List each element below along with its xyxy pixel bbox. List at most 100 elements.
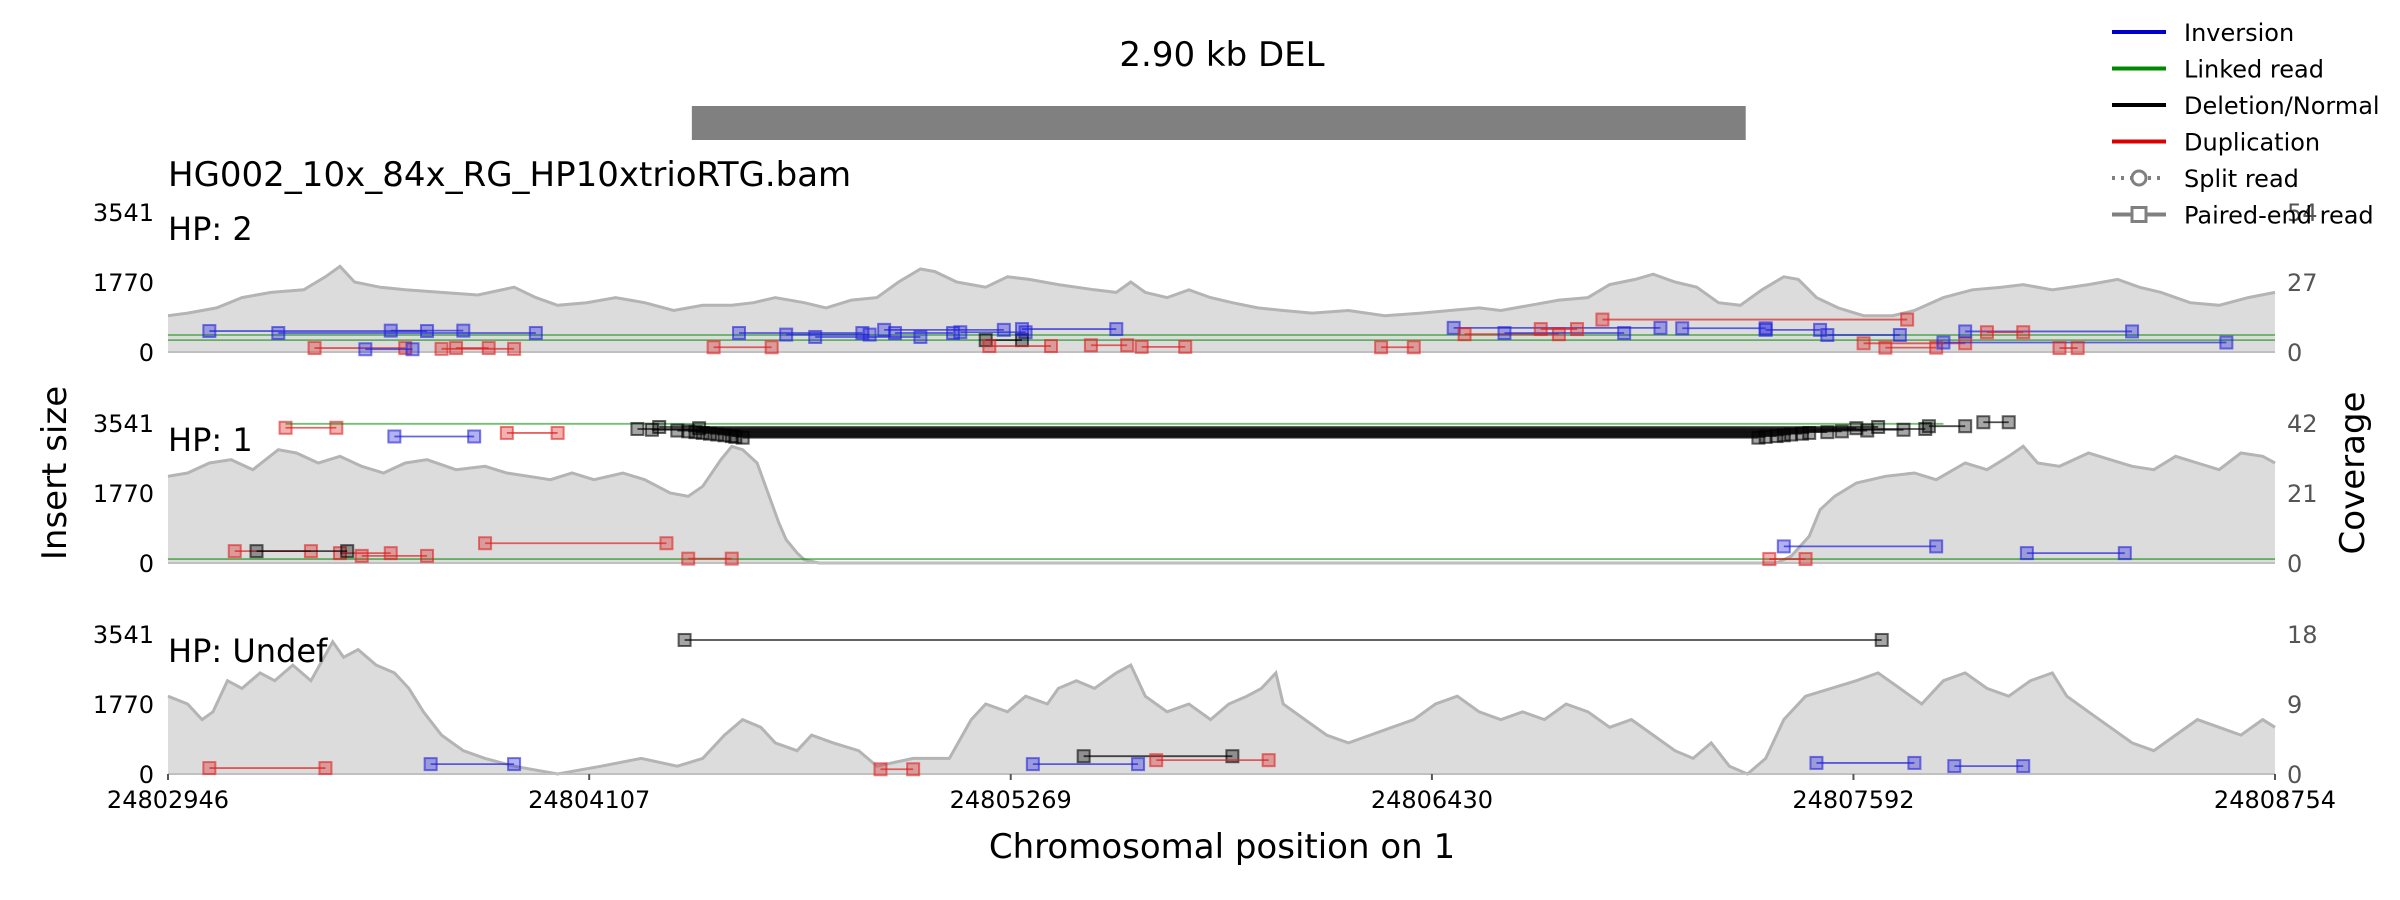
read-end-marker (677, 632, 692, 647)
duplication-read (1762, 552, 1813, 567)
coverage-tick: 0 (2287, 761, 2302, 789)
legend-label: Duplication (2184, 129, 2320, 157)
read-end-marker (271, 326, 286, 341)
read-end-marker (862, 327, 877, 342)
legend-label: Inversion (2184, 19, 2294, 47)
inversion-read (1936, 335, 2234, 350)
panel-1: HP: 1 3541 1770 0 42 21 0 (93, 410, 2318, 578)
read-end-marker (2052, 341, 2067, 356)
read-end-marker (1083, 338, 1098, 353)
read-end-marker (906, 762, 921, 777)
read-end-marker (340, 544, 355, 559)
read-end-marker (1261, 753, 1276, 768)
sv-call-track: 2.90 kb DEL (691, 35, 1746, 140)
deletion-read (735, 430, 1766, 445)
coverage-tick: 27 (2287, 269, 2318, 297)
read-end-marker (2016, 325, 2031, 340)
read-end-marker (1134, 339, 1149, 354)
inversion-read (1497, 326, 1632, 341)
deletion-read (249, 544, 355, 559)
read-end-marker (855, 326, 870, 341)
read-end-marker (278, 420, 293, 435)
duplication-read (478, 536, 674, 551)
deletion-read (1076, 749, 1240, 764)
read-end-marker (1758, 429, 1773, 444)
read-end-marker (1595, 312, 1610, 327)
duplication-read (1533, 322, 1585, 337)
coverage-tick: 0 (2287, 550, 2302, 578)
read-end-marker (1907, 755, 1922, 770)
deletion-read (1976, 415, 2016, 430)
deletion-read (1921, 419, 1973, 434)
coverage-line (167, 264, 2276, 318)
coverage-tick: 18 (2287, 621, 2318, 649)
read-end-marker (1947, 759, 1962, 774)
read-end-marker (1958, 419, 1973, 434)
inversion-read (2019, 546, 2132, 561)
read-end-marker (550, 425, 565, 440)
read-end-marker (528, 326, 543, 341)
read-end-marker (202, 761, 217, 776)
panel-2: HP: Undef 3541 1770 0 18 9 0 (93, 621, 2318, 789)
read-end-marker (1120, 338, 1135, 353)
insert-size-tick: 3541 (93, 199, 154, 227)
y-axis-label-right: Coverage (2333, 392, 2373, 555)
read-end-marker (329, 420, 344, 435)
coverage-tick: 0 (2287, 339, 2302, 367)
bam-label: HG002_10x_84x_RG_HP10xtrioRTG.bam (168, 155, 851, 195)
inversion-read (1947, 759, 2031, 774)
read-end-marker (717, 428, 732, 443)
read-end-marker (2019, 546, 2034, 561)
legend-label: Linked read (2184, 56, 2324, 84)
inversion-read (1014, 322, 1124, 337)
read-end-marker (1551, 327, 1566, 342)
inversion-read (271, 326, 543, 341)
inversion-read (358, 342, 420, 357)
sv-call-title: 2.90 kb DEL (1119, 35, 1324, 75)
read-end-marker (1776, 428, 1791, 443)
inversion-read (1820, 327, 1907, 342)
legend-label: Deletion/Normal (2184, 92, 2380, 120)
read-end-marker (808, 329, 823, 344)
duplication-read (332, 546, 398, 561)
read-end-marker (354, 548, 369, 563)
read-end-marker (1820, 327, 1835, 342)
coverage-tick: 54 (2287, 199, 2318, 227)
duplication-read (2052, 341, 2085, 356)
coverage-tick: 42 (2287, 410, 2318, 438)
read-end-marker (1497, 326, 1512, 341)
read-end-marker (478, 536, 493, 551)
read-end-marker (692, 421, 707, 436)
duplication-read (681, 551, 739, 566)
legend-label: Split read (2184, 165, 2299, 193)
x-tick-label: 24804107 (528, 786, 650, 814)
read-end-marker (2219, 335, 2234, 350)
read-end-marker (1043, 339, 1058, 354)
read-end-marker (1878, 340, 1893, 355)
x-axis-label: Chromosomal position on 1 (989, 827, 1455, 867)
read-end-marker (405, 342, 420, 357)
read-end-marker (996, 322, 1011, 337)
read-end-marker (449, 341, 464, 356)
read-end-marker (1131, 757, 1146, 772)
read-end-marker (1225, 749, 1240, 764)
x-axis: 24802946 24804107 24805269 24806430 24807592… (107, 774, 2336, 814)
read-end-marker (764, 340, 779, 355)
read-end-marker (434, 341, 449, 356)
read-end-marker (1758, 322, 1773, 337)
legend-item: Duplication (2112, 129, 2320, 157)
duplication-read (1083, 338, 1135, 353)
read-end-marker (1751, 430, 1766, 445)
panel-label: HP: 1 (168, 421, 253, 459)
coverage-tick: 21 (2287, 480, 2318, 508)
inversion-read (387, 429, 482, 444)
read-end-marker (779, 327, 794, 342)
read-end-marker (877, 322, 892, 337)
duplication-read (499, 425, 565, 440)
insert-size-tick: 0 (139, 550, 154, 578)
read-end-marker (1976, 415, 1991, 430)
read-end-marker (1406, 340, 1421, 355)
read-end-marker (732, 326, 747, 341)
read-end-marker (398, 341, 413, 356)
